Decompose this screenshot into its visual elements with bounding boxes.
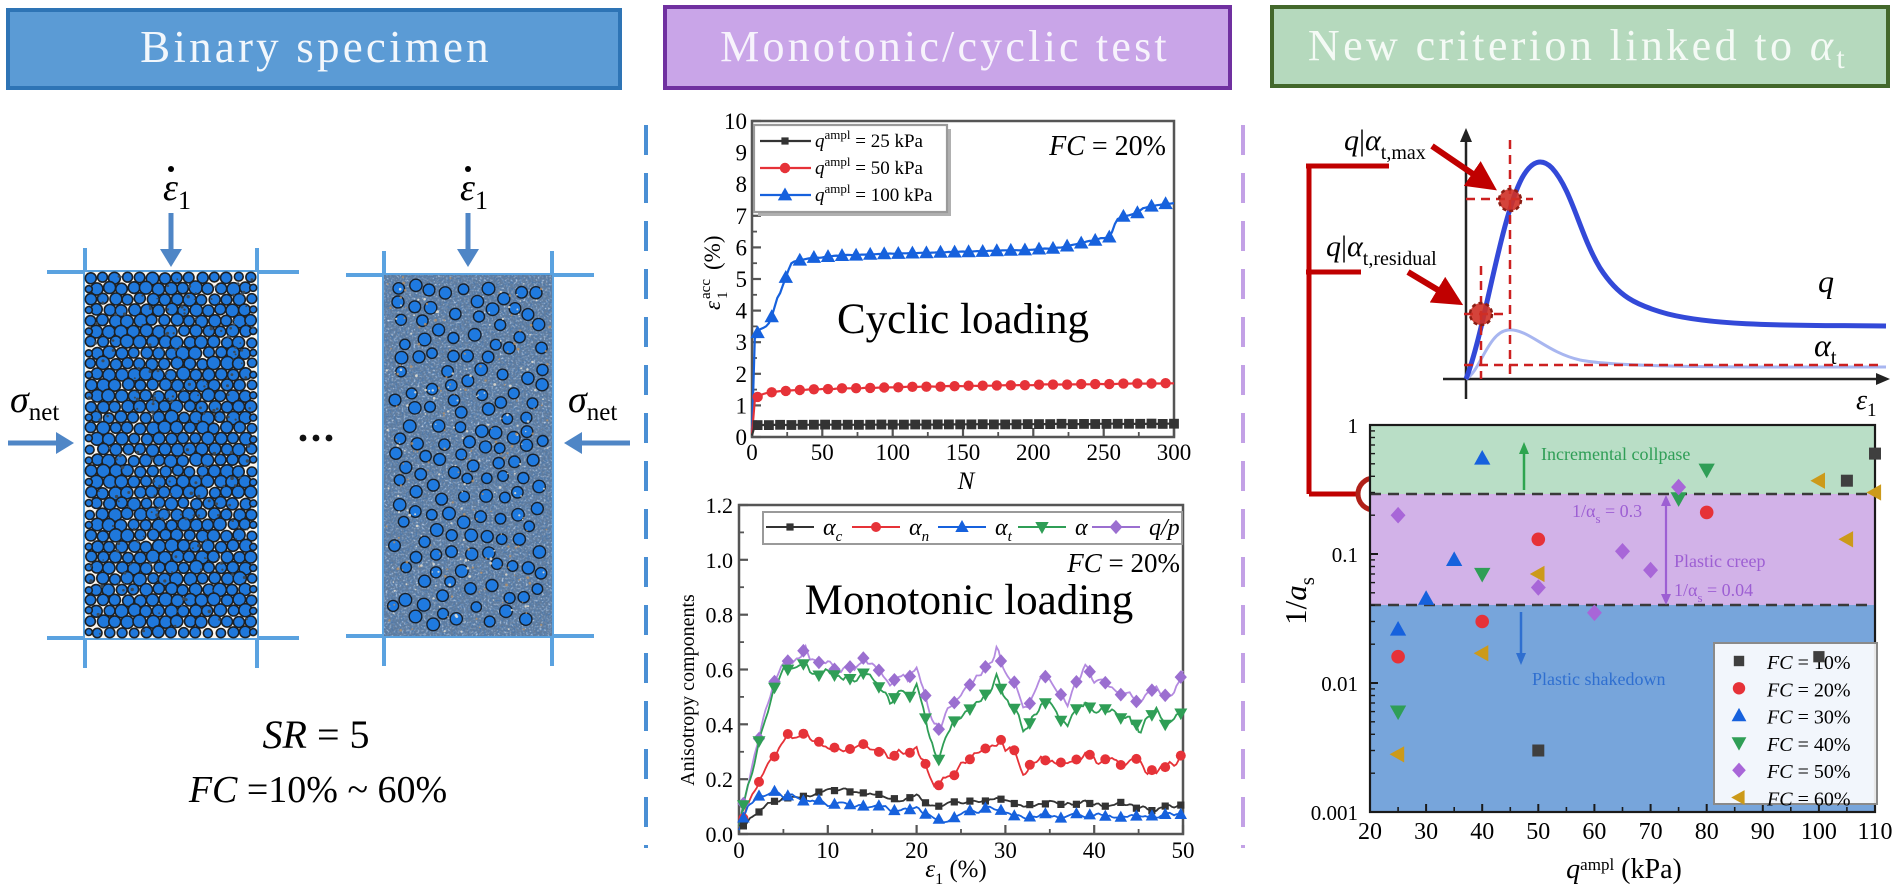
svg-text:FC =10% ~ 60%: FC =10% ~ 60% bbox=[188, 769, 447, 811]
svg-text:ε1: ε1 bbox=[1856, 385, 1877, 421]
svg-text:0: 0 bbox=[746, 440, 758, 465]
svg-text:q|αt,residual: q|αt,residual bbox=[1326, 230, 1437, 270]
svg-text:qampl (kPa): qampl (kPa) bbox=[1566, 854, 1682, 885]
svg-text:0.001: 0.001 bbox=[1311, 801, 1358, 825]
svg-text:0.6: 0.6 bbox=[706, 658, 734, 683]
svg-text:250: 250 bbox=[1086, 440, 1121, 465]
svg-text:Binary specimen: Binary specimen bbox=[140, 22, 492, 72]
svg-text:Cyclic loading: Cyclic loading bbox=[837, 296, 1089, 343]
svg-text:acc: acc bbox=[698, 279, 714, 299]
svg-text:(%): (%) bbox=[700, 236, 725, 270]
svg-text:σnet: σnet bbox=[568, 379, 617, 426]
svg-text:1: 1 bbox=[736, 393, 748, 418]
svg-text:70: 70 bbox=[1639, 819, 1663, 845]
svg-text:FC = 60%: FC = 60% bbox=[1766, 789, 1851, 811]
svg-text:6: 6 bbox=[736, 235, 748, 260]
svg-text:1/as: 1/as bbox=[1278, 577, 1319, 625]
svg-text:50: 50 bbox=[1172, 838, 1195, 863]
svg-text:5: 5 bbox=[736, 267, 748, 292]
svg-text:Anisotropy components: Anisotropy components bbox=[677, 594, 699, 786]
svg-text:10: 10 bbox=[816, 838, 839, 863]
svg-text:4: 4 bbox=[736, 299, 748, 324]
svg-text:Incremental collpase: Incremental collpase bbox=[1541, 444, 1690, 464]
svg-text:q: q bbox=[1818, 263, 1834, 299]
svg-text:αt: αt bbox=[1814, 327, 1837, 369]
svg-text:1: 1 bbox=[1348, 414, 1359, 438]
svg-text:N: N bbox=[957, 468, 976, 495]
svg-text:80: 80 bbox=[1695, 819, 1719, 845]
svg-text:Monotonic loading: Monotonic loading bbox=[805, 577, 1133, 624]
svg-text:ε1: ε1 bbox=[460, 167, 488, 215]
svg-text:3: 3 bbox=[736, 330, 748, 355]
svg-text:0.4: 0.4 bbox=[706, 712, 734, 737]
svg-text:FC = 20%: FC = 20% bbox=[1766, 679, 1851, 701]
svg-text:FC = 20%: FC = 20% bbox=[1066, 548, 1180, 578]
svg-text:110: 110 bbox=[1857, 819, 1892, 845]
svg-text:1.0: 1.0 bbox=[706, 548, 734, 573]
svg-text:q|αt,max: q|αt,max bbox=[1344, 124, 1426, 164]
svg-text:qampl = 50 kPa: qampl = 50 kPa bbox=[815, 154, 924, 179]
svg-text:α: α bbox=[1075, 515, 1088, 541]
svg-text:Plastic shakedown: Plastic shakedown bbox=[1532, 669, 1665, 689]
svg-text:100: 100 bbox=[875, 440, 910, 465]
svg-text:60: 60 bbox=[1582, 819, 1606, 845]
svg-text:9: 9 bbox=[736, 141, 748, 166]
svg-text:30: 30 bbox=[994, 838, 1017, 863]
svg-text:ε1: ε1 bbox=[163, 167, 191, 215]
svg-text:0.2: 0.2 bbox=[706, 767, 734, 792]
svg-text:8: 8 bbox=[736, 172, 748, 197]
svg-text:0.01: 0.01 bbox=[1321, 672, 1358, 696]
svg-text:FC = 40%: FC = 40% bbox=[1766, 734, 1851, 756]
svg-text:200: 200 bbox=[1016, 440, 1051, 465]
svg-text:q/p: q/p bbox=[1149, 515, 1180, 541]
svg-text:0.1: 0.1 bbox=[1332, 543, 1358, 567]
svg-text:90: 90 bbox=[1751, 819, 1775, 845]
svg-text:50: 50 bbox=[1526, 819, 1550, 845]
svg-text:20: 20 bbox=[1358, 819, 1382, 845]
svg-text:20: 20 bbox=[905, 838, 928, 863]
svg-text:150: 150 bbox=[946, 440, 981, 465]
svg-text:100: 100 bbox=[1801, 819, 1837, 845]
svg-text:FC = 10%: FC = 10% bbox=[1766, 652, 1851, 674]
svg-text:10: 10 bbox=[724, 109, 747, 134]
svg-text:40: 40 bbox=[1083, 838, 1106, 863]
svg-text:ε1 (%): ε1 (%) bbox=[925, 856, 987, 886]
svg-text:FC = 30%: FC = 30% bbox=[1766, 707, 1851, 729]
svg-text:ε: ε bbox=[700, 300, 725, 310]
svg-text:FC = 20%: FC = 20% bbox=[1048, 131, 1166, 162]
svg-text:σnet: σnet bbox=[10, 379, 59, 426]
svg-text:SR = 5: SR = 5 bbox=[263, 712, 370, 757]
svg-text:qampl = 25 kPa: qampl = 25 kPa bbox=[815, 127, 924, 152]
svg-text:30: 30 bbox=[1414, 819, 1438, 845]
svg-text:qampl = 100 kPa: qampl = 100 kPa bbox=[815, 181, 933, 206]
svg-text:40: 40 bbox=[1470, 819, 1494, 845]
svg-text:0.0: 0.0 bbox=[706, 822, 734, 847]
svg-text:0.8: 0.8 bbox=[706, 603, 734, 628]
svg-text:Monotonic/cyclic test: Monotonic/cyclic test bbox=[720, 22, 1170, 71]
svg-text:7: 7 bbox=[736, 204, 748, 229]
svg-text:0: 0 bbox=[736, 425, 748, 450]
svg-text:New criterion linked to αt: New criterion linked to αt bbox=[1308, 21, 1848, 75]
svg-text:1: 1 bbox=[715, 292, 731, 300]
svg-text:FC = 50%: FC = 50% bbox=[1766, 761, 1851, 783]
svg-text:0: 0 bbox=[733, 838, 745, 863]
svg-text:Plastic creep: Plastic creep bbox=[1674, 551, 1765, 571]
svg-text:1.2: 1.2 bbox=[706, 493, 734, 518]
svg-text:2: 2 bbox=[736, 362, 748, 387]
svg-text:50: 50 bbox=[811, 440, 834, 465]
svg-text:300: 300 bbox=[1157, 440, 1192, 465]
